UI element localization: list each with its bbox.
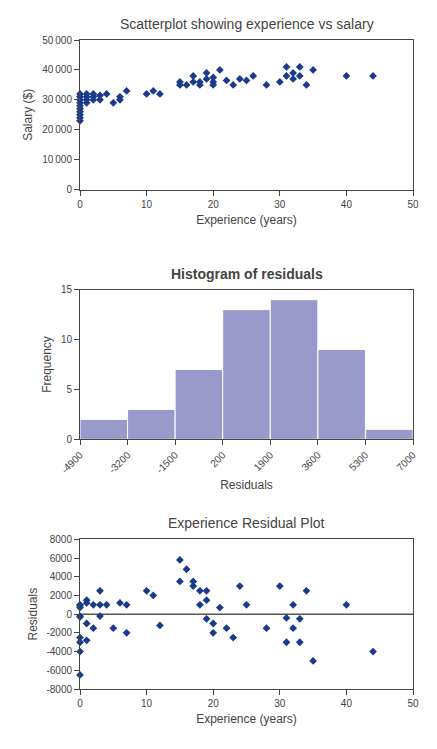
svg-text:-8000: -8000 (46, 684, 72, 695)
svg-text:-3200: -3200 (107, 449, 133, 475)
svg-text:10: 10 (141, 698, 153, 709)
svg-text:5300: 5300 (347, 449, 371, 473)
svg-text:Experience (years): Experience (years) (196, 213, 297, 227)
svg-text:20 000: 20 000 (42, 124, 72, 135)
svg-text:15: 15 (61, 284, 73, 295)
svg-text:-4900: -4900 (59, 449, 85, 475)
svg-text:50: 50 (407, 698, 419, 709)
svg-text:10 000: 10 000 (42, 154, 72, 165)
svg-text:Experience Residual Plot: Experience Residual Plot (168, 515, 325, 531)
svg-text:-2000: -2000 (46, 627, 72, 638)
svg-text:200: 200 (208, 449, 228, 469)
svg-text:8000: 8000 (50, 534, 73, 545)
svg-text:0: 0 (77, 698, 83, 709)
svg-text:3600: 3600 (299, 449, 323, 473)
svg-text:40: 40 (341, 698, 353, 709)
svg-text:30: 30 (274, 698, 286, 709)
svg-text:Scatterplot showing experience: Scatterplot showing experience vs salary (120, 16, 374, 32)
svg-text:-6000: -6000 (46, 665, 72, 676)
svg-text:6000: 6000 (50, 553, 73, 564)
svg-text:0: 0 (66, 434, 72, 445)
svg-text:0: 0 (66, 184, 72, 195)
svg-text:Frequency: Frequency (40, 336, 54, 393)
svg-text:10: 10 (61, 334, 73, 345)
svg-text:Salary ($): Salary ($) (21, 89, 35, 141)
svg-text:2000: 2000 (50, 590, 73, 601)
svg-text:Residuals: Residuals (26, 588, 40, 641)
svg-text:40 000: 40 000 (42, 64, 72, 75)
svg-text:50: 50 (407, 199, 419, 210)
svg-text:5: 5 (66, 384, 72, 395)
svg-text:20: 20 (208, 199, 220, 210)
svg-text:4000: 4000 (50, 571, 73, 582)
svg-text:30: 30 (274, 199, 286, 210)
svg-text:50 000: 50 000 (42, 35, 72, 46)
svg-text:Experience (years): Experience (years) (196, 712, 297, 726)
svg-text:0: 0 (66, 609, 72, 620)
svg-text:40: 40 (341, 199, 353, 210)
svg-text:Histogram of residuals: Histogram of residuals (171, 266, 323, 282)
svg-text:-1500: -1500 (154, 449, 180, 475)
svg-text:30 000: 30 000 (42, 94, 72, 105)
svg-text:-4000: -4000 (46, 646, 72, 657)
svg-text:Residuals: Residuals (220, 478, 273, 492)
svg-text:20: 20 (208, 698, 220, 709)
svg-text:0: 0 (77, 199, 83, 210)
svg-text:1900: 1900 (252, 449, 276, 473)
svg-text:7000: 7000 (394, 449, 418, 473)
svg-text:10: 10 (141, 199, 153, 210)
